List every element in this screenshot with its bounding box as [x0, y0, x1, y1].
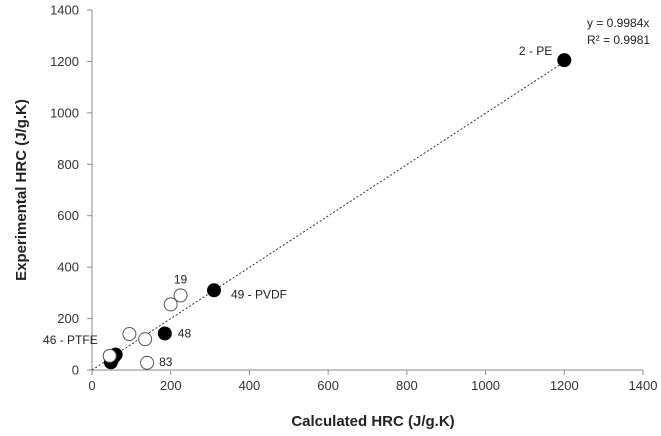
- open-data-point: [122, 327, 137, 341]
- r-squared-label: R² = 0.9981: [587, 33, 650, 47]
- point-label: 83: [159, 355, 173, 369]
- point-label: 2 - PE: [519, 44, 552, 58]
- y-tick-label: 400: [57, 260, 79, 275]
- y-tick-label: 600: [57, 208, 79, 223]
- x-tick-label: 1400: [629, 378, 658, 393]
- open-data-point: [163, 297, 178, 312]
- open-data-point: [102, 348, 117, 363]
- x-axis-ticks: 0 200 400 600 800 1000 1200 1400: [88, 370, 657, 393]
- point-label: 48: [178, 326, 192, 340]
- x-tick-label: 1200: [550, 378, 579, 393]
- filled-data-point: [557, 53, 572, 68]
- y-tick-label: 1200: [50, 54, 79, 69]
- open-data-point: [138, 332, 153, 347]
- y-tick-label: 1000: [50, 105, 79, 120]
- axes: [91, 10, 643, 371]
- x-tick-label: 600: [317, 378, 339, 393]
- x-tick-label: 1000: [471, 378, 500, 393]
- x-tick-label: 200: [160, 378, 182, 393]
- x-tick-label: 800: [396, 378, 418, 393]
- y-tick-label: 800: [57, 157, 79, 172]
- open-data-point: [173, 288, 188, 303]
- trendline: [91, 61, 565, 371]
- open-data-point: [140, 355, 155, 370]
- filled-data-point: [157, 326, 172, 341]
- y-tick-label: 200: [57, 311, 79, 326]
- point-label: 49 - PVDF: [231, 287, 287, 301]
- y-axis-title: Experimental HRC (J/g.K): [13, 99, 30, 281]
- data-points: [102, 53, 572, 370]
- y-tick-label: 1400: [50, 3, 79, 18]
- point-label: 46 - PTFE: [43, 333, 98, 347]
- point-label: 19: [174, 272, 188, 286]
- equation-label: y = 0.9984x: [587, 16, 649, 30]
- y-axis-ticks: 0 200 400 600 800 1000 1200 1400: [50, 3, 92, 378]
- y-tick-label: 0: [72, 363, 79, 378]
- point-labels: 2 - PE 49 - PVDF 19 48 46 - PTFE 83: [43, 44, 552, 369]
- x-tick-label: 0: [88, 378, 95, 393]
- x-axis-title: Calculated HRC (J/g.K): [291, 413, 454, 430]
- filled-data-point: [207, 283, 222, 298]
- x-tick-label: 400: [239, 378, 261, 393]
